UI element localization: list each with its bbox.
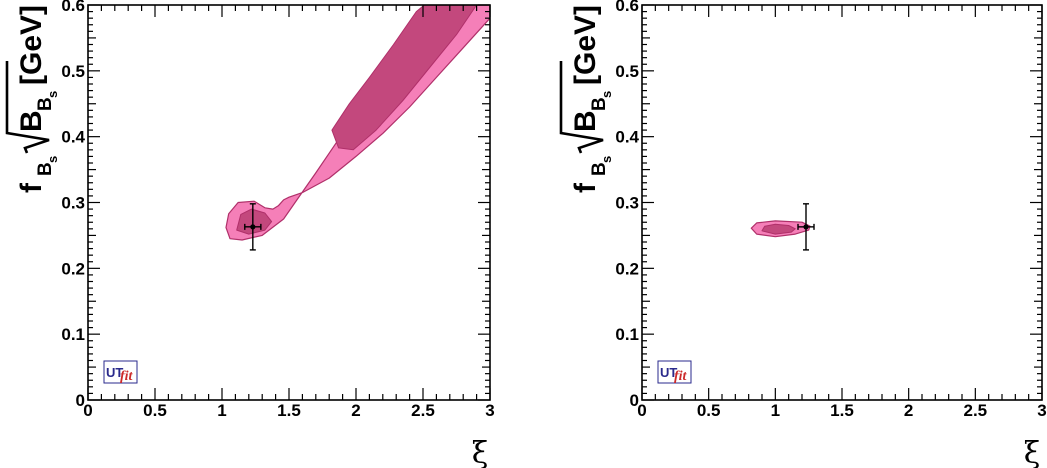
left-axis-ticks [87, 4, 491, 401]
right-ylabel-sub: B [589, 162, 610, 176]
left-ylabel-sqrt-sign [5, 61, 50, 154]
left-x-tick-labels: 0 0.5 1 1.5 2 2.5 3 [83, 401, 494, 420]
right-x-tick-label: 0 [637, 401, 646, 420]
left-logo-box [103, 360, 138, 384]
left-x-tick-label: 2 [351, 401, 360, 420]
right-y-tick-label: 0.4 [615, 128, 639, 147]
left-ylabel-root-subsub: s [45, 91, 60, 98]
left-ylabel-root-sub: B [35, 97, 56, 111]
right-measurement-point [797, 203, 815, 251]
left-point-marker [250, 224, 256, 230]
right-axis-ticks [641, 4, 1043, 401]
left-x-axis-label: ξ [472, 436, 489, 468]
right-y-tick-labels: 0 0.1 0.2 0.3 0.4 0.5 0.6 [615, 0, 639, 410]
right-ylabel-subsub: s [599, 156, 614, 163]
right-contour-panel: 0 0.5 1 1.5 2 2.5 3 0 0.1 0.2 0.3 0.4 0.… [559, 0, 1047, 468]
right-ylabel-root-subsub: s [599, 91, 614, 98]
left-logo-ut: UT [106, 365, 123, 380]
right-x-tick-label: 1.5 [830, 401, 854, 420]
right-contour-regions [750, 220, 811, 238]
right-x-tick-labels: 0 0.5 1 1.5 2 2.5 3 [637, 401, 1046, 420]
right-y-tick-label: 0.1 [615, 325, 639, 344]
left-x-tick-label: 2.5 [411, 401, 435, 420]
right-y-tick-label: 0.2 [615, 259, 639, 278]
left-contour-regions [225, 5, 490, 241]
right-logo-ut: UT [660, 365, 677, 380]
left-x-tick-label: 0.5 [143, 401, 167, 420]
left-y-tick-label: 0.5 [61, 62, 85, 81]
left-ylabel-unit: [GeV] [15, 5, 48, 85]
left-y-tick-label: 0 [76, 391, 85, 410]
right-x-tick-label: 1 [771, 401, 780, 420]
right-ylabel-root-b: B [569, 110, 602, 132]
right-x-tick-label: 3 [1037, 401, 1046, 420]
right-y-tick-label: 0.6 [615, 0, 639, 15]
left-measurement-point [244, 203, 262, 251]
right-x-tick-label: 0.5 [697, 401, 721, 420]
left-y-axis-label: f B s B B s [GeV] [5, 5, 60, 193]
right-region-68 [761, 223, 796, 235]
left-ylabel-sub: B [35, 162, 56, 176]
right-y-tick-label: 0 [630, 391, 639, 410]
left-region-68-band [331, 5, 478, 151]
left-y-tick-label: 0.2 [61, 259, 85, 278]
right-y-tick-label: 0.5 [615, 62, 639, 81]
right-logo-box [657, 360, 692, 384]
left-y-tick-label: 0.6 [61, 0, 85, 15]
right-ylabel-root-sub: B [589, 97, 610, 111]
right-ylabel-unit: [GeV] [569, 5, 602, 85]
right-ylabel-sqrt-sign [559, 61, 604, 154]
left-y-tick-label: 0.3 [61, 194, 85, 213]
right-point-marker [803, 224, 809, 230]
left-x-tick-label: 1.5 [277, 401, 301, 420]
left-utfit-logo: UT fit [103, 360, 138, 384]
left-contour-panel: 0 0.5 1 1.5 2 2.5 3 0 0.1 0.2 0.3 0.4 0.… [5, 0, 495, 468]
left-logo-fit: fit [120, 369, 134, 384]
right-x-tick-label: 2 [904, 401, 913, 420]
left-ylabel-f: f [15, 182, 48, 193]
left-y-tick-labels: 0 0.1 0.2 0.3 0.4 0.5 0.6 [61, 0, 85, 410]
left-x-tick-label: 0 [83, 401, 92, 420]
right-utfit-logo: UT fit [657, 360, 692, 384]
right-x-axis-label: ξ [1024, 436, 1041, 468]
left-x-tick-label: 1 [217, 401, 226, 420]
left-ylabel-root-b: B [15, 110, 48, 132]
left-x-tick-label: 3 [485, 401, 494, 420]
left-y-tick-label: 0.1 [61, 325, 85, 344]
right-x-tick-label: 2.5 [964, 401, 988, 420]
left-ylabel-subsub: s [45, 156, 60, 163]
right-y-tick-label: 0.3 [615, 194, 639, 213]
right-logo-fit: fit [674, 369, 688, 384]
right-y-axis-label: f B s B B s [GeV] [559, 5, 614, 193]
left-y-tick-label: 0.4 [61, 128, 85, 147]
right-ylabel-f: f [569, 182, 602, 193]
